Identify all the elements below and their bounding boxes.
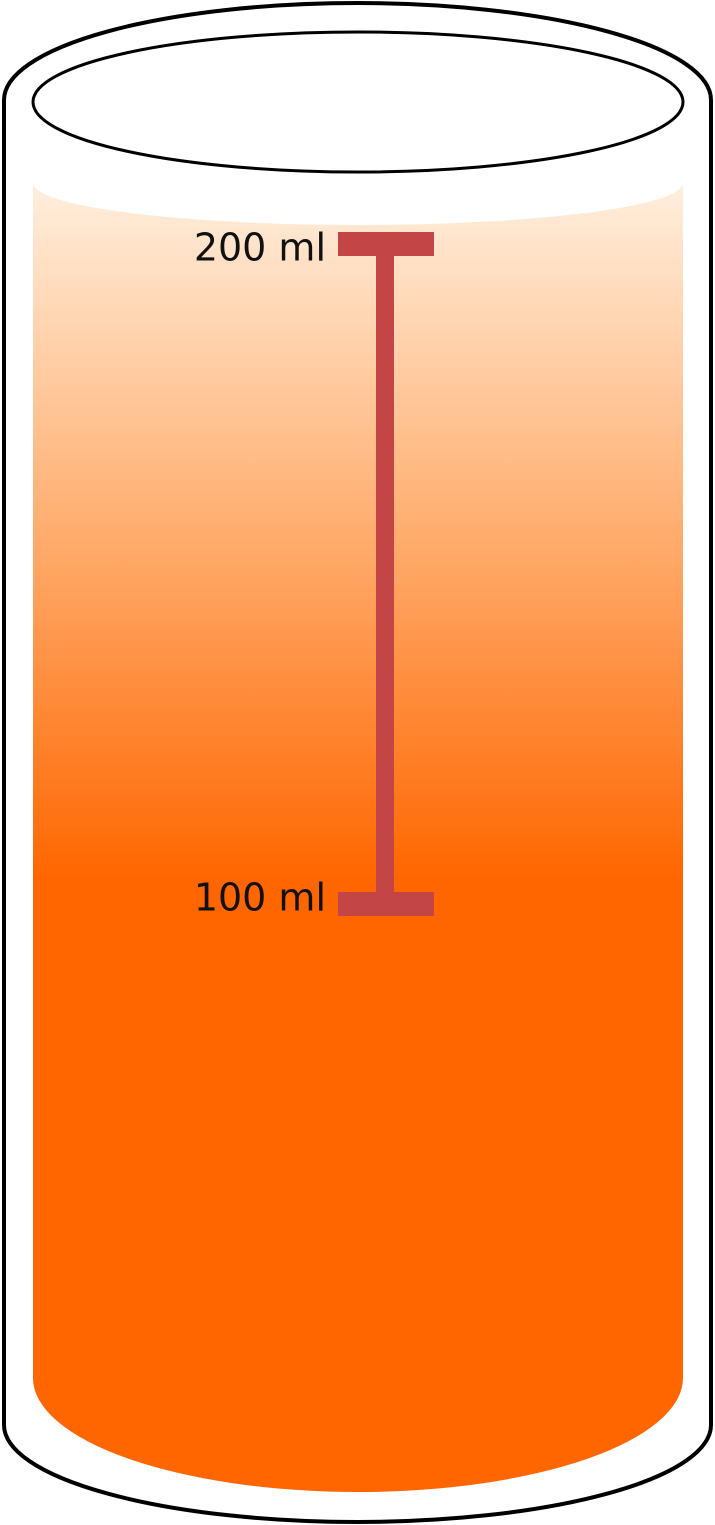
glass-rim: [31, 30, 685, 174]
measure-stem: [376, 256, 394, 892]
measure-bar: [338, 232, 434, 916]
bottom-label: 100 ml: [194, 876, 326, 920]
juice: [33, 183, 683, 1492]
measure-bottom-cap: [338, 892, 434, 916]
measure-top-cap: [338, 232, 434, 256]
top-label: 200 ml: [194, 226, 326, 270]
